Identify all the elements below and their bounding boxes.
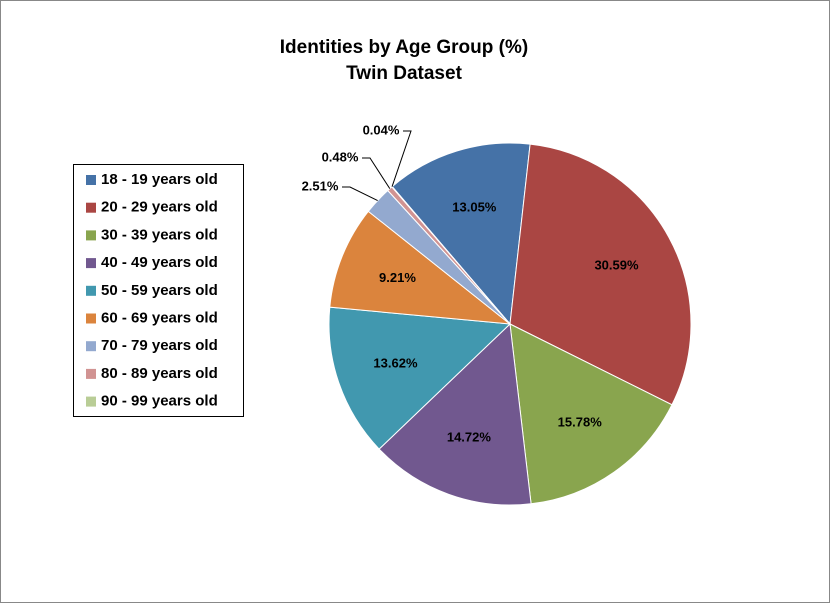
leader-line — [342, 186, 378, 201]
data-label: 13.62% — [373, 355, 418, 370]
legend-text: 70 - 79 years old — [101, 337, 218, 354]
leader-line — [391, 130, 412, 187]
legend-swatch — [86, 258, 96, 269]
legend-swatch — [86, 313, 96, 324]
data-label: 2.51% — [302, 178, 339, 193]
pie-slice — [509, 323, 673, 505]
data-label: 0.48% — [322, 149, 359, 164]
legend-text: 30 - 39 years old — [101, 226, 218, 243]
legend-text: 20 - 29 years old — [101, 199, 218, 216]
leader-line — [362, 157, 391, 189]
data-label: 9.21% — [379, 270, 416, 285]
legend-swatch — [86, 175, 96, 185]
legend-swatch — [86, 341, 96, 352]
pie-slice — [509, 143, 692, 406]
data-label: 14.72% — [447, 430, 492, 445]
pie-slice — [378, 322, 532, 506]
legend-text: 90 - 99 years old — [101, 393, 218, 410]
pie-slice — [391, 142, 531, 326]
chart-title: Identities by Age Group (%) — [280, 37, 528, 58]
pie-slice — [328, 306, 512, 450]
pie-slice — [329, 210, 512, 325]
legend-swatch — [86, 285, 96, 296]
legend-swatch — [86, 230, 96, 241]
legend-text: 40 - 49 years old — [101, 254, 218, 271]
legend-text: 18 - 19 years old — [101, 171, 218, 188]
legend-box — [73, 164, 244, 417]
data-label: 15.78% — [558, 415, 603, 430]
legend-text: 80 - 89 years old — [101, 365, 218, 382]
legend-swatch — [86, 202, 96, 213]
legend-text: 50 - 59 years old — [101, 282, 218, 299]
chart-subtitle: Twin Dataset — [346, 63, 462, 84]
data-label: 13.05% — [452, 200, 497, 215]
legend-swatch — [86, 368, 96, 379]
data-label: 0.04% — [363, 122, 400, 137]
legend-swatch — [86, 396, 96, 407]
legend-text: 60 - 69 years old — [101, 309, 218, 326]
data-label: 30.59% — [594, 257, 639, 272]
